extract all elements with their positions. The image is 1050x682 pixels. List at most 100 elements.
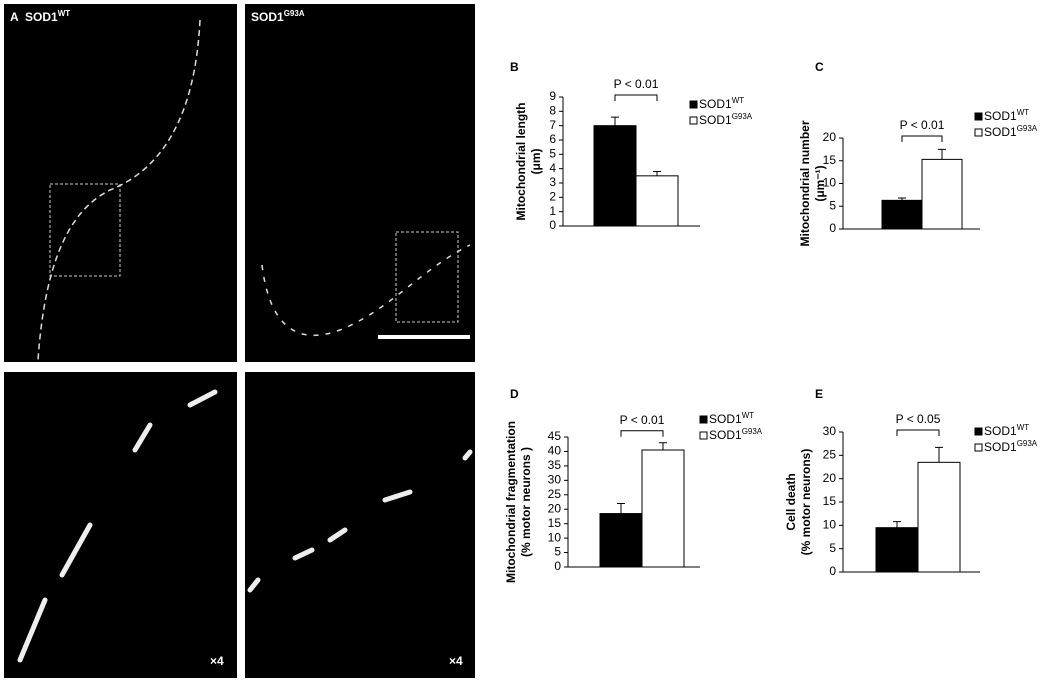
bar: [599, 513, 643, 568]
y-tick-label: 0: [554, 559, 561, 573]
y-tick-label: 4: [549, 161, 556, 175]
y-tick-label: 8: [549, 104, 556, 118]
y-axis-label: Mitochondrial number: [798, 120, 812, 246]
legend-swatch: [974, 427, 983, 436]
mitochondria: [37, 19, 201, 361]
error-bar: [898, 197, 906, 201]
legend-label: SOD1G93A: [984, 439, 1038, 454]
y-tick-label: 15: [548, 516, 562, 530]
legend-swatch: [974, 112, 983, 121]
legend-sup: WT: [742, 411, 755, 420]
y-tick-label: 0: [549, 218, 556, 232]
bar: [921, 158, 963, 230]
bar: [881, 199, 923, 230]
y-tick-label: 9: [549, 89, 556, 103]
legend-name: SOD1: [984, 125, 1017, 139]
y-tick-label: 30: [548, 473, 562, 487]
significance-bracket: [896, 429, 940, 436]
legend-name: SOD1: [984, 440, 1017, 454]
error-bar: [617, 502, 625, 514]
y-tick-label: 25: [823, 448, 837, 462]
legend-swatch: [974, 443, 983, 452]
legend-sup: WT: [1017, 108, 1030, 117]
micrograph: [245, 4, 475, 362]
panel-letter: D: [510, 387, 519, 401]
y-axis-label: (% motor neurons ): [519, 447, 533, 557]
micrograph: [245, 372, 475, 678]
legend-name: SOD1: [984, 109, 1017, 123]
legend-sup: G93A: [1017, 439, 1038, 448]
legend-name: SOD1: [699, 113, 732, 127]
annotation: P < 0.05: [896, 412, 941, 426]
panel-letter: C: [815, 60, 824, 74]
y-tick-label: 5: [554, 545, 561, 559]
micrograph: [4, 372, 237, 678]
y-tick-label: 15: [823, 494, 837, 508]
magnification: ×4: [210, 654, 224, 668]
significance-bracket: [614, 94, 658, 101]
y-tick-label: 10: [548, 530, 562, 544]
y-axis-label: Mitochondrial length: [514, 103, 528, 221]
y-axis-label: (μm): [529, 148, 543, 174]
legend-label: SOD1WT: [984, 423, 1029, 438]
y-tick-label: 15: [823, 153, 837, 167]
mitochondria: [261, 244, 471, 337]
legend-swatch: [699, 431, 708, 440]
y-tick-label: 2: [549, 190, 556, 204]
y-tick-label: 6: [549, 132, 556, 146]
legend-swatch: [689, 116, 698, 125]
y-tick-label: 30: [823, 424, 837, 438]
error-bar: [893, 521, 901, 528]
legend-label: SOD1G93A: [699, 112, 753, 127]
y-tick-label: 3: [549, 175, 556, 189]
legend-label: SOD1G93A: [984, 124, 1038, 139]
y-tick-label: 5: [829, 198, 836, 212]
y-tick-label: 0: [829, 564, 836, 578]
legend-name: SOD1: [984, 424, 1017, 438]
legend-sup: G93A: [1017, 124, 1038, 133]
legend-label: SOD1WT: [699, 96, 744, 111]
legend-label: SOD1WT: [709, 411, 754, 426]
panel-letter: B: [510, 60, 519, 74]
annotation: P < 0.01: [614, 77, 659, 91]
y-tick-label: 20: [823, 471, 837, 485]
significance-bracket: [901, 135, 943, 142]
y-tick-label: 10: [823, 518, 837, 532]
title-sup: G93A: [284, 9, 305, 18]
zoom-box: [49, 183, 121, 277]
title-sup: WT: [58, 9, 71, 18]
y-tick-label: 20: [548, 501, 562, 515]
bar: [593, 125, 637, 227]
micrographs: A SOD1WT SOD1G93A ×4 ×4: [4, 4, 475, 678]
bar: [635, 175, 679, 227]
micrograph: [4, 4, 237, 362]
y-axis-label: Cell death: [784, 473, 798, 530]
legend-name: SOD1: [699, 97, 732, 111]
legend-sup: G93A: [742, 427, 763, 436]
bar: [917, 461, 961, 573]
annotation: P < 0.01: [620, 413, 665, 427]
y-tick-label: 5: [549, 147, 556, 161]
y-tick-label: 45: [548, 429, 562, 443]
panel-letter: E: [815, 387, 823, 401]
mitochondria-zoom: [247, 449, 473, 593]
image-title: SOD1G93A: [251, 9, 305, 24]
legend-swatch: [699, 415, 708, 424]
legend-sup: WT: [732, 96, 745, 105]
error-bar: [938, 148, 946, 160]
bar: [641, 449, 685, 568]
legend-sup: WT: [1017, 423, 1030, 432]
panel-letter: A: [10, 10, 19, 24]
y-tick-label: 7: [549, 118, 556, 132]
zoom-box: [395, 231, 459, 323]
y-tick-label: 10: [823, 176, 837, 190]
error-bar: [659, 442, 667, 450]
bar: [875, 527, 919, 573]
y-axis-label: Mitochondrial fragmentation: [504, 421, 518, 583]
image-title: SOD1WT: [25, 9, 70, 24]
y-tick-label: 5: [829, 541, 836, 555]
y-tick-label: 20: [823, 130, 837, 144]
legend-sup: G93A: [732, 112, 753, 121]
legend-swatch: [689, 100, 698, 109]
